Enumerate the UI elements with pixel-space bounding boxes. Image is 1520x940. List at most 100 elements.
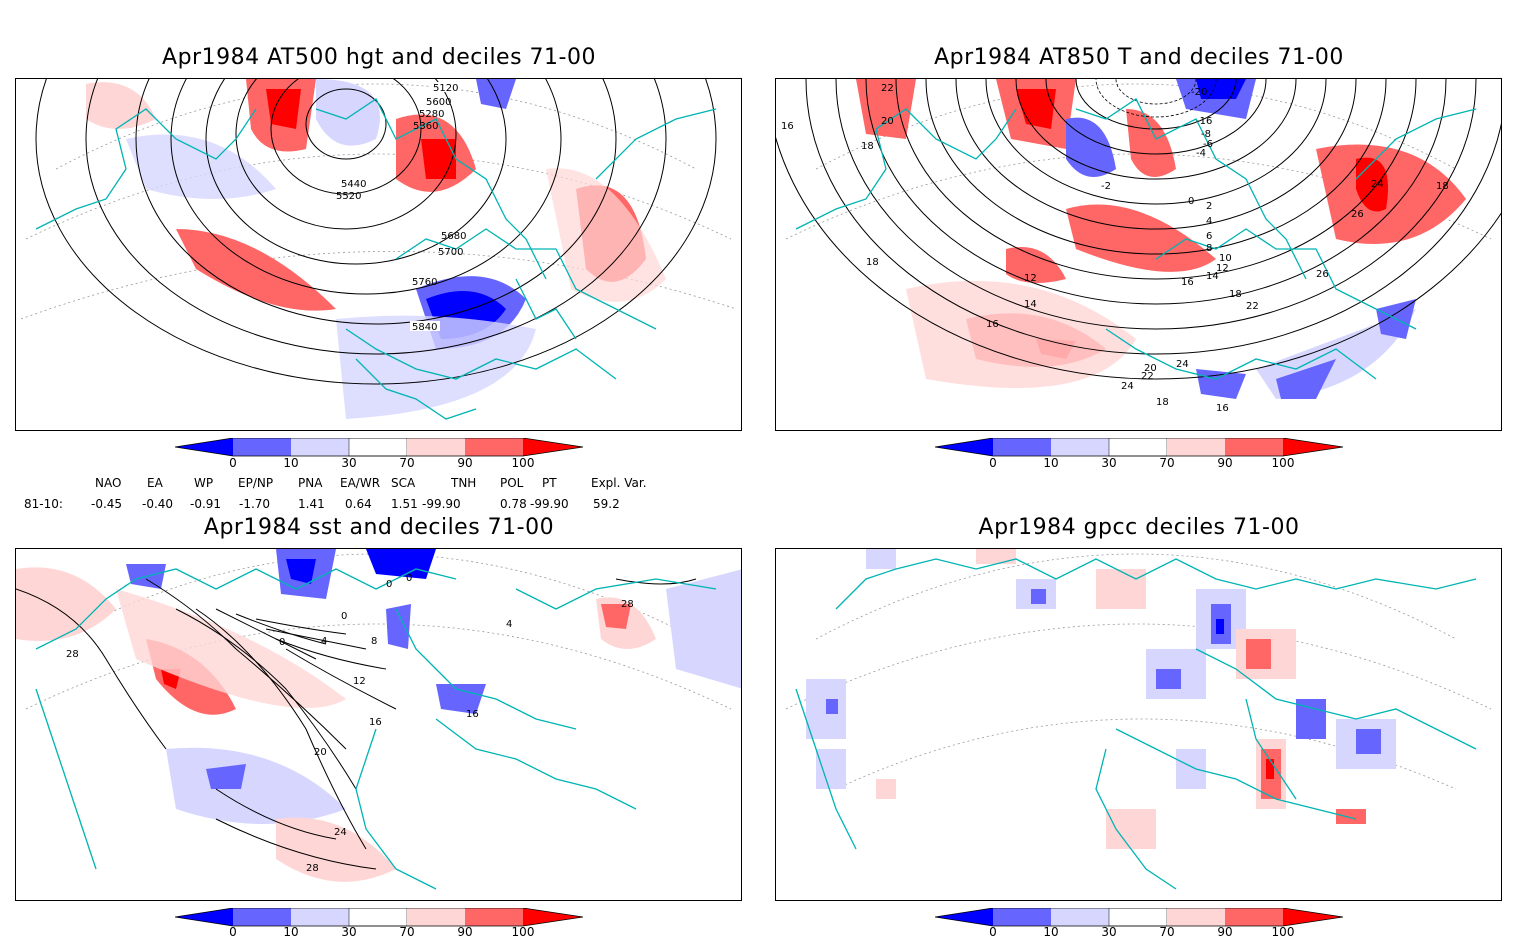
index-header: WP: [194, 476, 214, 490]
contour-label: 24: [1176, 359, 1189, 370]
map-sst-svg: 0 0 0 4 8 12 16 20 24 28 28 28 4 16 0: [16, 549, 741, 890]
contour-label: 5120: [433, 83, 458, 94]
colorbar-label: 0: [989, 456, 997, 470]
contour-label: 14: [1024, 299, 1037, 310]
contour-label: 5840: [412, 322, 437, 333]
index-value: 1.41: [298, 497, 325, 511]
index-row-label: 81-10:: [24, 497, 63, 511]
map-hgt-svg: 5120 5600 5280 5360 5440 5520 5680 5700 …: [20, 79, 737, 420]
contour-label: 16: [986, 319, 999, 330]
map-panel-gpcc: [775, 548, 1502, 901]
contour-label: -20: [1191, 87, 1207, 98]
contour-label: 6: [1206, 231, 1212, 242]
colorbar-label: 0: [229, 925, 237, 939]
contour-label: 18: [1229, 289, 1242, 300]
index-header: TNH: [451, 476, 477, 490]
contour-label: 20: [1144, 363, 1157, 374]
index-header: POL: [500, 476, 524, 490]
colorbar-label: 30: [341, 925, 357, 939]
index-value: -0.91: [190, 497, 222, 511]
contour-label: 0: [406, 573, 412, 584]
index-value: -99.90: [530, 497, 569, 511]
contour-label: 14: [1206, 271, 1219, 282]
colorbar-label: 30: [341, 456, 357, 470]
colorbar-label: 90: [1217, 456, 1233, 470]
contour-label: 16: [1181, 277, 1194, 288]
contour-label: 5440: [341, 179, 366, 190]
panel-title-gpcc: Apr1984 gpcc deciles 71-00: [978, 515, 1300, 540]
index-header: EP/NP: [238, 476, 274, 490]
contour-label: 22: [1246, 301, 1259, 312]
contour-label: 16: [781, 121, 794, 132]
map-panel-sst: 0 0 0 4 8 12 16 20 24 28 28 28 4 16 0: [15, 548, 742, 901]
index-header: SCA: [391, 476, 416, 490]
colorbar-label: 100: [1271, 925, 1295, 939]
contour-label: 26: [1351, 209, 1364, 220]
contour-label: 5680: [441, 231, 466, 242]
contour-label: 28: [66, 649, 79, 660]
contour-label: 16: [1216, 403, 1229, 414]
index-header: PT: [542, 476, 557, 490]
contour-label: 16: [369, 717, 382, 728]
map-panel-hgt: 5120 5600 5280 5360 5440 5520 5680 5700 …: [15, 78, 742, 431]
index-value: 0.64: [345, 497, 372, 511]
contour-label: 5600: [426, 97, 451, 108]
contour-label: 24: [1371, 179, 1384, 190]
colorbar-label: 100: [511, 456, 535, 470]
contour-label: 2: [1206, 201, 1212, 212]
contour-label: 0: [386, 579, 392, 590]
index-value: 59.2: [593, 497, 620, 511]
panel-title-sst: Apr1984 sst and deciles 71-00: [203, 515, 555, 540]
contour-label: 0: [1188, 196, 1194, 207]
colorbar-label: 70: [399, 925, 415, 939]
contour-label: -8: [1201, 129, 1211, 140]
colorbar-label: 70: [399, 456, 415, 470]
contour-label: 16: [466, 709, 479, 720]
contour-label: 12: [353, 676, 366, 687]
contour-label: 8: [1206, 243, 1212, 254]
contour-label: 18: [861, 141, 874, 152]
contour-label: 20: [881, 116, 894, 127]
contour-label: -6: [1203, 139, 1213, 150]
colorbar-label: 90: [457, 456, 473, 470]
panel-title-hgt: Apr1984 AT500 hgt and deciles 71-00: [162, 45, 596, 70]
index-header: EA: [147, 476, 163, 490]
index-value: -1.70: [239, 497, 271, 511]
colorbar-label: 90: [457, 925, 473, 939]
colorbar-label: 0: [989, 925, 997, 939]
contour-label: 26: [1316, 269, 1329, 280]
contour-label: 0: [279, 637, 285, 648]
contour-label: 5760: [412, 277, 437, 288]
index-value: 0.78: [500, 497, 527, 511]
contour-label: 18: [1156, 397, 1169, 408]
contour-label: 4: [506, 619, 512, 630]
contour-label: -2: [1101, 181, 1111, 192]
colorbar-label: 10: [1043, 925, 1059, 939]
contour-label: 0: [341, 611, 347, 622]
contour-label: 24: [334, 827, 347, 838]
colorbar-label: 90: [1217, 925, 1233, 939]
colorbar-bottom-right: [935, 908, 1344, 927]
contour-label: 20: [314, 747, 327, 758]
panel-title-t850: Apr1984 AT850 T and deciles 71-00: [934, 45, 1344, 70]
index-header: EA/WR: [340, 476, 381, 490]
contour-label: 5360: [413, 121, 438, 132]
contour-label: -16: [1196, 116, 1212, 127]
colorbar-bottom-left: [175, 908, 584, 927]
contour-label: 28: [306, 863, 319, 874]
index-header: Expl. Var.: [591, 476, 647, 490]
contour-label: 12: [1024, 273, 1037, 284]
index-value: -0.45: [91, 497, 123, 511]
colorbar-label: 0: [229, 456, 237, 470]
colorbar-label: 100: [1271, 456, 1295, 470]
colorbar-label: 70: [1159, 925, 1175, 939]
colorbar-top-left: [175, 438, 584, 457]
colorbar-label: 70: [1159, 456, 1175, 470]
index-header: PNA: [298, 476, 323, 490]
contour-label: 18: [866, 257, 879, 268]
contour-label: 22: [881, 83, 894, 94]
colorbar-label: 10: [283, 925, 299, 939]
contour-label: 24: [1121, 381, 1134, 392]
index-value: 1.51: [391, 497, 418, 511]
contour-label: 4: [1206, 216, 1212, 227]
